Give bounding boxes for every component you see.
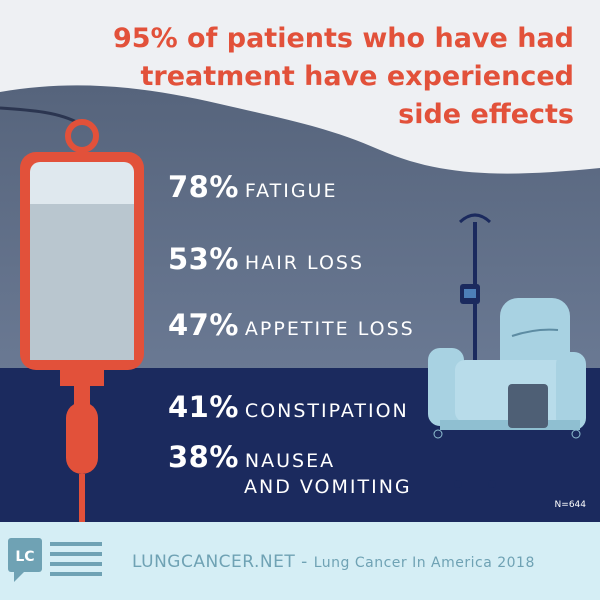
logo-text: LC xyxy=(15,549,34,565)
footer: LC LUNGCANCER.NET - Lung Cancer In Ameri… xyxy=(0,522,600,600)
stat-percent: 41% xyxy=(168,390,239,424)
stat-nausea-vomiting: 38% NAUSEA AND VOMITING xyxy=(168,440,412,498)
stat-label-line-2: AND VOMITING xyxy=(244,476,412,498)
stat-fatigue: 78% FATIGUE xyxy=(168,170,337,204)
stat-label: CONSTIPATION xyxy=(244,400,409,422)
stat-label: HAIR LOSS xyxy=(244,252,365,274)
headline-line-2: treatment have experienced xyxy=(140,61,574,92)
footer-credit: LUNGCANCER.NET - Lung Cancer In America … xyxy=(132,552,535,572)
site-name: LUNGCANCER.NET xyxy=(132,552,296,572)
report-name: Lung Cancer In America 2018 xyxy=(313,555,535,571)
wall-background xyxy=(0,85,600,370)
headline: 95% of patients who have had treatment h… xyxy=(14,20,574,134)
lungcancer-logo-icon: LC xyxy=(8,538,102,582)
background-illustration xyxy=(0,85,600,522)
stat-percent: 53% xyxy=(168,242,239,276)
iv-pole-icon xyxy=(454,213,496,488)
stat-label: APPETITE LOSS xyxy=(244,318,415,340)
footer-separator: - xyxy=(295,552,314,572)
stat-percent: 38% xyxy=(168,440,239,474)
sample-size: N=644 xyxy=(554,500,586,510)
stat-percent: 47% xyxy=(168,308,239,342)
recliner-chair-icon xyxy=(428,298,586,439)
stat-appetite-loss: 47% APPETITE LOSS xyxy=(168,308,415,342)
stat-constipation: 41% CONSTIPATION xyxy=(168,390,409,424)
stat-hair-loss: 53% HAIR LOSS xyxy=(168,242,364,276)
headline-line-1: 95% of patients who have had xyxy=(113,23,574,54)
stat-percent: 78% xyxy=(168,170,239,204)
stat-label: NAUSEA xyxy=(244,450,336,472)
headline-line-3: side effects xyxy=(398,99,574,130)
stat-label: FATIGUE xyxy=(244,180,338,202)
iv-bag-icon xyxy=(20,119,144,522)
hanger-cord xyxy=(0,106,81,126)
